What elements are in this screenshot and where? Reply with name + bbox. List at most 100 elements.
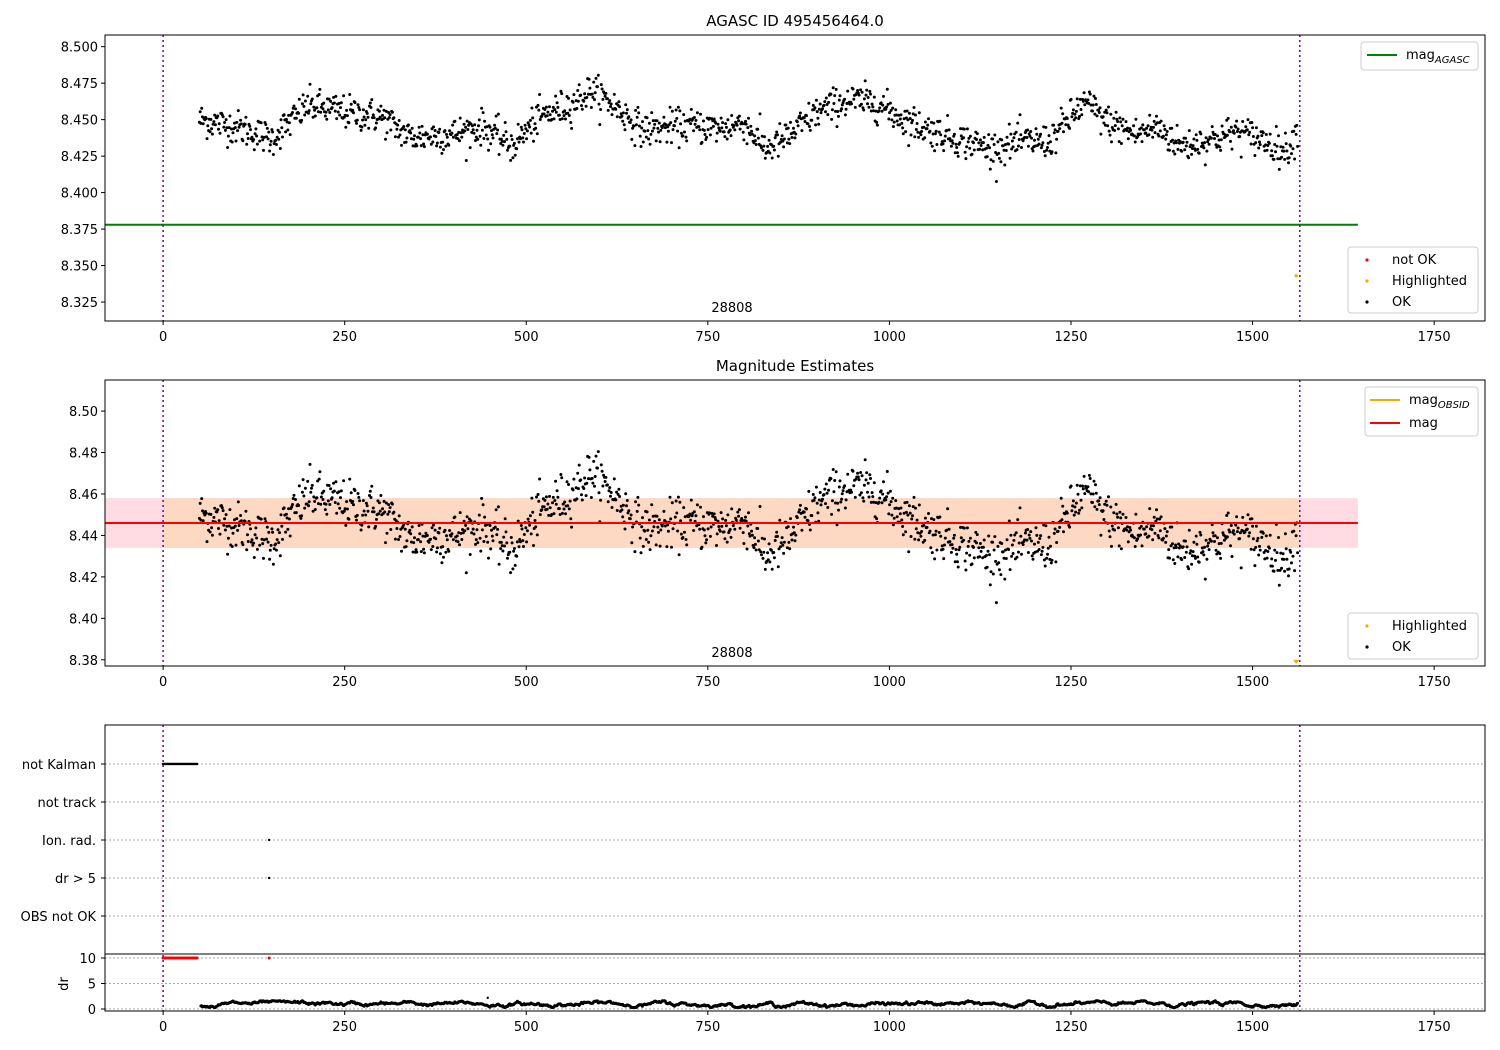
ok-point <box>634 123 638 127</box>
ok-point <box>894 108 898 112</box>
ok-point <box>1054 151 1058 155</box>
ok-point <box>915 122 919 125</box>
ok-point <box>1106 124 1110 128</box>
ok-point <box>535 533 539 537</box>
ok-point <box>846 89 850 93</box>
ok-point <box>775 130 779 134</box>
ok-point <box>817 107 821 111</box>
ok-point <box>708 133 712 137</box>
ok-point <box>284 530 288 534</box>
ok-point <box>236 129 240 133</box>
ok-point <box>1028 536 1032 540</box>
ok-point <box>826 113 830 117</box>
ok-point <box>235 517 239 521</box>
panel-2-x-axis: 0 250 500 750 1000 1250 1500 1750 <box>159 666 1451 690</box>
ok-point <box>1197 560 1201 564</box>
ok-point <box>1201 144 1205 148</box>
flag-label: not Kalman <box>22 758 96 773</box>
ok-point <box>360 125 364 129</box>
ok-point <box>772 551 776 554</box>
ok-point <box>395 527 399 530</box>
ok-point <box>566 504 570 508</box>
ok-point <box>1061 504 1065 508</box>
ok-point <box>1232 529 1235 533</box>
ok-point <box>1279 551 1283 555</box>
ok-point <box>776 133 779 137</box>
ok-point <box>262 148 265 152</box>
ok-point <box>750 129 754 133</box>
ok-point <box>379 104 383 108</box>
ok-point <box>1065 511 1069 515</box>
ok-point <box>480 528 484 532</box>
ok-point <box>761 148 765 152</box>
ok-point <box>698 128 702 132</box>
ok-point <box>674 499 678 503</box>
ok-point <box>645 510 649 514</box>
ok-point <box>478 536 482 540</box>
ok-point <box>239 118 243 122</box>
ok-point <box>638 536 642 540</box>
ok-point <box>1202 553 1206 557</box>
ok-point <box>1010 554 1014 558</box>
ok-point <box>1158 517 1162 521</box>
ok-point <box>445 538 449 542</box>
ok-point <box>943 139 946 143</box>
ok-point <box>782 540 786 544</box>
ok-point <box>338 506 342 510</box>
ok-point <box>1103 502 1107 506</box>
ok-point <box>1101 115 1105 119</box>
ok-point <box>368 489 372 493</box>
ok-point <box>959 134 963 138</box>
ok-point <box>1218 145 1222 149</box>
ok-point <box>676 129 680 133</box>
dr-tick-label: 0 <box>88 1003 96 1018</box>
ok-point <box>647 137 651 141</box>
ok-point <box>1125 528 1129 532</box>
ok-point <box>358 499 362 503</box>
ok-point <box>623 128 627 132</box>
ok-point <box>1294 132 1298 136</box>
ok-point <box>464 523 468 527</box>
ok-point <box>1088 92 1092 96</box>
ok-point <box>1060 518 1064 522</box>
ok-point <box>601 97 605 101</box>
ok-point <box>840 497 844 501</box>
ok-point <box>1158 529 1162 533</box>
ok-point <box>1034 127 1038 131</box>
ok-point <box>345 500 349 504</box>
ok-point <box>627 115 631 119</box>
ok-point <box>303 113 307 117</box>
ok-point <box>966 140 970 144</box>
ok-point <box>972 141 975 145</box>
ok-point <box>786 126 790 130</box>
ok-point <box>444 550 448 554</box>
ok-point <box>1061 112 1065 116</box>
ok-point <box>962 538 966 542</box>
ok-point <box>592 80 596 84</box>
ok-point <box>322 101 326 105</box>
highlighted-point <box>1294 274 1298 278</box>
ok-point <box>670 545 673 549</box>
ok-point <box>1125 129 1129 132</box>
ok-point <box>520 128 524 132</box>
ok-point <box>297 97 301 101</box>
ok-point <box>724 125 728 129</box>
ok-point <box>525 529 529 533</box>
ok-point <box>748 534 752 538</box>
ok-point <box>999 573 1003 577</box>
ok-point <box>313 108 317 112</box>
ok-point <box>666 129 670 133</box>
ok-point <box>634 108 638 112</box>
ok-point <box>554 94 558 98</box>
ok-point <box>1019 133 1023 137</box>
ok-point <box>1083 492 1087 496</box>
ok-point <box>382 108 386 112</box>
ok-point <box>381 113 384 117</box>
ok-point <box>890 513 894 517</box>
ok-point <box>518 538 522 541</box>
ok-point <box>1045 148 1049 152</box>
x-tick-label: 1750 <box>1418 330 1451 345</box>
ok-point <box>1171 149 1175 153</box>
ok-point <box>500 544 504 548</box>
ok-point <box>722 530 726 534</box>
